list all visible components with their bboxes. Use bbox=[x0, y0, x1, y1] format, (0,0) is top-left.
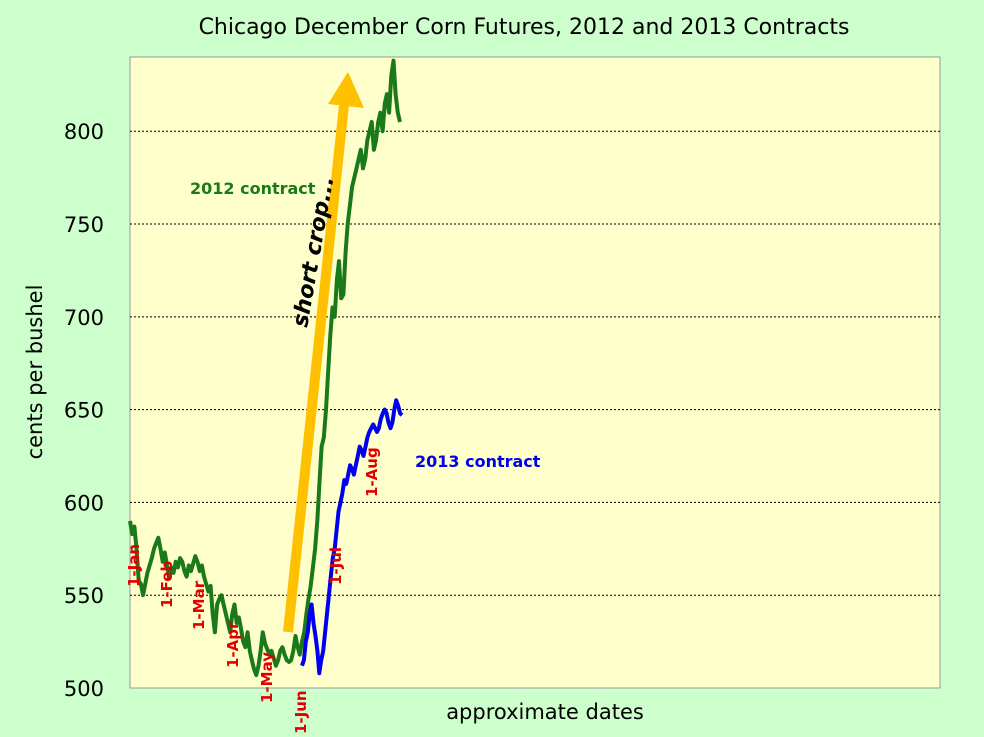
series-2013-label: 2013 contract bbox=[415, 452, 541, 471]
date-marker-label: 1-Apr bbox=[224, 621, 242, 668]
series-2012-line bbox=[128, 58, 402, 677]
date-marker-label: 1-Jan bbox=[125, 544, 143, 587]
y-tick-label: 800 bbox=[64, 120, 104, 144]
y-tick-label: 550 bbox=[64, 584, 104, 608]
y-tick-label: 650 bbox=[64, 399, 104, 423]
series-lines bbox=[128, 58, 404, 677]
y-tick-label: 700 bbox=[64, 306, 104, 330]
short-crop-arrow bbox=[283, 72, 364, 633]
date-marker-label: 1-Jul bbox=[327, 547, 345, 585]
arrow-shaft bbox=[283, 104, 349, 633]
y-axis-tick-labels: 500 550 600 650 700 750 800 bbox=[64, 120, 104, 701]
arrow-head bbox=[328, 72, 364, 108]
plot-area bbox=[129, 56, 941, 689]
series-2012-label: 2012 contract bbox=[190, 179, 316, 198]
date-markers: 1-Jan 1-Feb 1-Mar 1-Apr 1-May 1-Jun 1-Jul 1-Aug bbox=[125, 447, 381, 734]
date-marker-label: 1-Mar bbox=[190, 580, 208, 630]
date-marker-label: 1-Aug bbox=[363, 447, 381, 497]
y-tick-label: 600 bbox=[64, 491, 104, 515]
y-tick-label: 750 bbox=[64, 213, 104, 237]
y-axis-title: cents per bushel bbox=[23, 285, 47, 460]
x-axis-title: approximate dates bbox=[446, 700, 644, 724]
y-tick-label: 500 bbox=[64, 677, 104, 701]
date-marker-label: 1-May bbox=[258, 652, 276, 703]
date-marker-label: 1-Jun bbox=[292, 690, 310, 734]
chart-title: Chicago December Corn Futures, 2012 and … bbox=[199, 15, 850, 40]
date-marker-label: 1-Feb bbox=[158, 561, 176, 608]
gridlines bbox=[130, 130, 940, 596]
series-2013-line bbox=[300, 398, 404, 676]
